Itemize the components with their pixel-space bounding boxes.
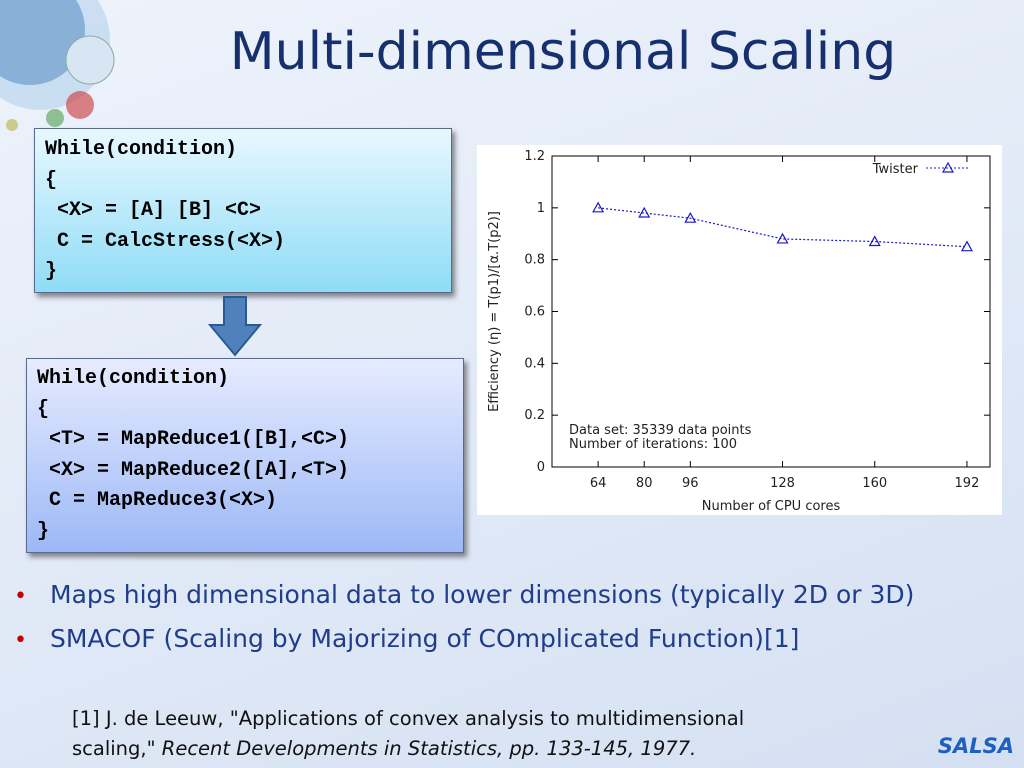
reference-text: scaling," (72, 737, 156, 760)
code-line: While(condition) (45, 138, 238, 161)
reference: [1] J. de Leeuw, "Applications of convex… (72, 704, 744, 764)
marker (868, 235, 881, 247)
x-tick-label: 192 (955, 476, 980, 491)
code-line: { (37, 397, 50, 421)
bullet-item: • SMACOF (Scaling by Majorizing of COmpli… (14, 624, 800, 653)
code-box: While(condition) { <X> = [A] [B] <C> C = … (34, 128, 452, 293)
bullet-item: • Maps high dimensional data to lower dim… (14, 580, 915, 609)
plot-frame (551, 155, 991, 468)
x-tick-label: 128 (770, 476, 795, 491)
bullet-text: Maps high dimensional data to lower dime… (50, 580, 915, 609)
y-tick-label: 1.2 (524, 149, 545, 164)
down-arrow (207, 296, 263, 357)
code-line: { (45, 168, 58, 192)
code-line: While(condition) (37, 367, 230, 390)
y-tick-label: 0.4 (524, 356, 545, 371)
y-axis-label: Efficiency (η) = T(p1)/[α.T(p2)] (487, 211, 502, 412)
code-line: C = CalcStress(<X>) (45, 229, 286, 253)
reference-line: scaling," Recent Developments in Statist… (72, 734, 744, 764)
annotation: Data set: 35339 data points (569, 423, 752, 438)
y-tick-label: 0.6 (524, 305, 545, 320)
code-line: <X> = [A] [B] <C> (45, 199, 262, 222)
code-line: <T> = MapReduce1([B],<C>) (37, 428, 350, 451)
logo: SALSA (937, 734, 1014, 758)
legend-marker (941, 161, 955, 173)
code-line: <X> = MapReduce2([A],<T>) (37, 458, 350, 482)
marker (960, 240, 973, 252)
globe-decoration (0, 0, 115, 131)
x-axis-label: Number of CPU cores (702, 499, 841, 514)
x-tick-label: 80 (636, 476, 653, 491)
code-line: } (37, 519, 50, 543)
reference-line: [1] J. de Leeuw, "Applications of convex… (72, 707, 745, 730)
x-tick-label: 64 (590, 476, 607, 491)
annotation: Number of iterations: 100 (569, 437, 737, 452)
marker (776, 232, 789, 244)
marker (592, 201, 605, 213)
y-tick-label: 0 (537, 460, 545, 475)
x-tick-label: 160 (862, 476, 887, 491)
series-line (598, 207, 967, 248)
slide-title: Multi-dimensional Scaling (229, 22, 897, 82)
code-box: While(condition) { <T> = MapReduce1([B],<… (26, 358, 464, 553)
chart-background (477, 145, 1002, 515)
marker (638, 206, 651, 218)
code-line: C = MapReduce3(<X>) (37, 489, 278, 512)
marker (684, 211, 697, 223)
code-line: } (45, 260, 58, 283)
y-tick-label: 0.8 (524, 253, 545, 268)
y-tick-label: 1 (537, 201, 545, 216)
x-tick-label: 96 (682, 476, 699, 491)
bullet-text: SMACOF (Scaling by Majorizing of COmplic… (50, 624, 800, 653)
reference-italic: Recent Developments in Statistics, pp. 1… (161, 737, 697, 760)
y-tick-label: 0.2 (524, 408, 545, 423)
legend-label: Twister (872, 162, 919, 177)
